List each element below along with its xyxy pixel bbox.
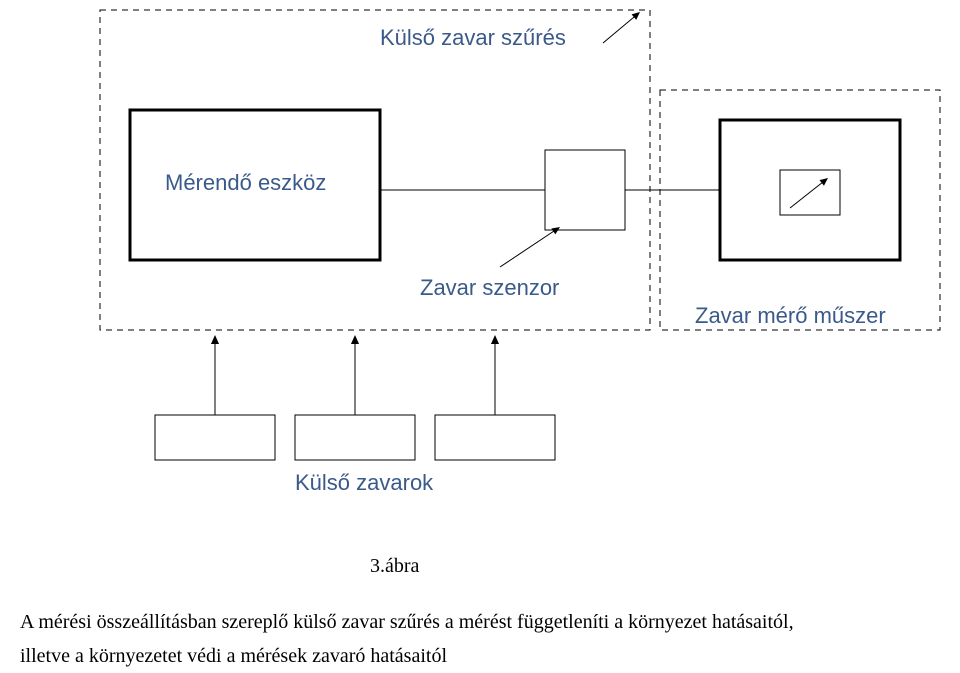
- label-merendo: Mérendő eszköz: [165, 170, 326, 196]
- diagram-stage: Külső zavar szűrés Mérendő eszköz Zavar …: [0, 0, 960, 673]
- instrument-box: [660, 90, 940, 330]
- body-text: A mérési összeállításban szereplő külső …: [20, 605, 940, 673]
- label-sensor: Zavar szenzor: [420, 275, 559, 301]
- filter-label-arrow: [603, 13, 638, 43]
- ext2-arrow-head: [351, 335, 359, 344]
- figure-caption: 3.ábra: [370, 555, 419, 578]
- meter-outer: [720, 120, 900, 260]
- sensor: [545, 150, 625, 230]
- label-external: Külső zavarok: [295, 470, 433, 496]
- sensor-label-arrow-head: [551, 227, 560, 234]
- diagram-svg: [0, 0, 960, 673]
- ext-dist-2: [295, 415, 415, 460]
- filter-label-arrow-head: [632, 12, 640, 20]
- meter-needle-head: [819, 178, 828, 186]
- body-text-line1: A mérési összeállításban szereplő külső …: [20, 611, 794, 633]
- ext1-arrow-head: [211, 335, 219, 344]
- label-filter: Külső zavar szűrés: [380, 25, 566, 51]
- ext-dist-1: [155, 415, 275, 460]
- ext-dist-3: [435, 415, 555, 460]
- meter-needle: [790, 179, 826, 208]
- ext3-arrow-head: [491, 335, 499, 344]
- body-text-line2: illetve a környezetet védi a mérések zav…: [20, 645, 447, 667]
- sensor-label-arrow: [500, 228, 558, 267]
- label-meter: Zavar mérő műszer: [695, 303, 886, 329]
